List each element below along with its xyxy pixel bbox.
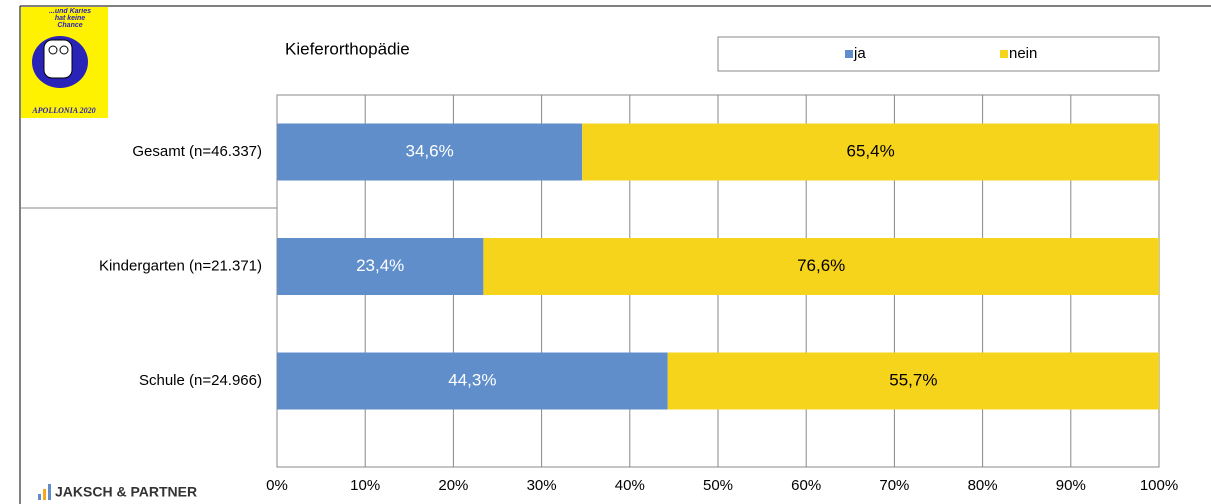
chart-title: Kieferorthopädie [285, 39, 410, 58]
legend-label: ja [853, 45, 866, 62]
x-tick-label: 10% [350, 477, 380, 494]
data-label: 65,4% [846, 141, 894, 160]
legend-swatch [1000, 50, 1008, 58]
bar-segment [483, 238, 1159, 295]
logo-eye [59, 45, 69, 55]
footer-text: JAKSCH & PARTNER [55, 484, 197, 500]
bar-segment [667, 352, 1159, 410]
y-tick-label: Schule (n=24.966) [139, 372, 262, 389]
x-tick-label: 0% [266, 477, 288, 494]
x-tick-label: 30% [527, 477, 557, 494]
footer-logo: JAKSCH & PARTNER [38, 484, 197, 500]
data-label: 55,7% [889, 370, 937, 389]
data-label: 34,6% [405, 141, 453, 160]
bar-segment [277, 123, 583, 181]
bar-segment [277, 238, 484, 295]
bar-segment [277, 352, 668, 410]
legend-box [717, 36, 1160, 72]
logo-eye [48, 45, 58, 55]
x-tick-label: 20% [438, 477, 468, 494]
footer-icon [48, 484, 51, 500]
x-tick-label: 60% [791, 477, 821, 494]
x-tick-label: 40% [615, 477, 645, 494]
x-tick-label: 70% [879, 477, 909, 494]
logo-caption: APOLLONIA 2020 [31, 106, 95, 115]
y-tick-label: Gesamt (n=46.337) [132, 143, 262, 160]
x-tick-label: 90% [1056, 477, 1086, 494]
x-tick-label: 80% [968, 477, 998, 494]
logo-text-box: ...und Karies hat keine Chance [48, 8, 91, 29]
x-tick-label: 50% [703, 477, 733, 494]
bar-segment [582, 123, 1159, 181]
y-tick-label: Kindergarten (n=21.371) [99, 257, 262, 274]
logo-tooth [43, 39, 73, 79]
x-tick-label: 100% [1140, 477, 1178, 494]
logo: ...und Karies hat keine Chance APOLLONIA… [21, 7, 108, 118]
legend-swatch [845, 50, 853, 58]
footer-icon [43, 489, 46, 500]
data-label: 76,6% [797, 256, 845, 275]
legend-label: nein [1009, 45, 1037, 62]
data-label: 44,3% [448, 370, 496, 389]
logo-text: ...und Karies hat keine Chance [48, 8, 91, 29]
footer-icon [38, 494, 41, 500]
data-label: 23,4% [356, 256, 404, 275]
